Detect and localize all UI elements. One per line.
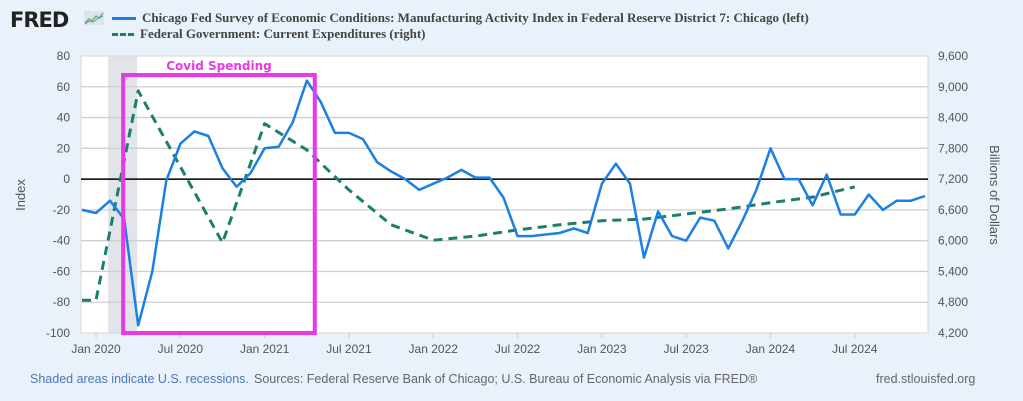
sources-note: Sources: Federal Reserve Bank of Chicago…	[254, 372, 758, 386]
y-tick-label-right: 4,800	[938, 295, 968, 309]
y-axis-title-right: Billions of Dollars	[987, 145, 1002, 245]
plot-border	[80, 55, 929, 334]
fred-logo[interactable]: FRED	[10, 8, 69, 32]
y-tick-label-left: 80	[57, 49, 71, 63]
legend-label: Chicago Fed Survey of Economic Condition…	[142, 10, 809, 25]
x-tick-label: Jul 2021	[326, 342, 372, 356]
y-tick-label-left: -40	[53, 234, 71, 248]
y-tick-label-left: -60	[53, 264, 71, 278]
legend-swatch-dashed	[112, 32, 134, 36]
x-tick-label: Jan 2024	[746, 342, 796, 356]
recession-note[interactable]: Shaded areas indicate U.S. recessions.	[30, 372, 249, 386]
x-tick-label: Jul 2023	[663, 342, 709, 356]
x-tick-label: Jul 2024	[832, 342, 878, 356]
legend-item-manufacturing[interactable]: Chicago Fed Survey of Economic Condition…	[112, 10, 809, 26]
y-tick-label-right: 5,400	[938, 264, 968, 278]
legend-swatch-solid	[112, 16, 136, 20]
line-chart-icon	[84, 11, 104, 25]
legend-item-expenditures[interactable]: Federal Government: Current Expenditures…	[112, 26, 809, 42]
y-tick-label-right: 7,200	[938, 172, 968, 186]
y-tick-label-left: -20	[53, 203, 71, 217]
y-tick-label-left: -80	[53, 295, 71, 309]
x-tick-label: Jan 2022	[409, 342, 459, 356]
series-line-manufacturing	[81, 79, 926, 327]
y-tick-label-right: 6,600	[938, 203, 968, 217]
legend: Chicago Fed Survey of Economic Condition…	[112, 10, 809, 42]
y-tick-label-right: 8,400	[938, 111, 968, 125]
y-tick-label-right: 6,000	[938, 234, 968, 248]
y-tick-label-left: 0	[63, 172, 70, 186]
y-tick-label-left: 20	[57, 141, 71, 155]
plot-area	[81, 56, 928, 333]
series-line-expenditures	[82, 89, 856, 302]
annotation-box	[121, 73, 317, 335]
x-tick-label: Jan 2023	[577, 342, 627, 356]
annotation-label: Covid Spending	[166, 59, 272, 73]
x-tick-label: Jul 2022	[495, 342, 541, 356]
y-tick-label-left: -100	[46, 326, 70, 340]
y-tick-label-right: 9,600	[938, 49, 968, 63]
x-tick-label: Jan 2021	[240, 342, 290, 356]
legend-label: Federal Government: Current Expenditures…	[140, 26, 426, 41]
y-axis-title-left: Index	[13, 179, 28, 211]
x-tick-label: Jul 2020	[158, 342, 204, 356]
x-tick-label: Jan 2020	[71, 342, 121, 356]
source-url[interactable]: fred.stlouisfed.org	[876, 372, 976, 386]
y-tick-label-right: 9,000	[938, 80, 968, 94]
y-tick-label-right: 7,800	[938, 141, 968, 155]
y-tick-label-left: 60	[57, 80, 71, 94]
y-tick-label-left: 40	[57, 111, 71, 125]
y-tick-label-right: 4,200	[938, 326, 968, 340]
